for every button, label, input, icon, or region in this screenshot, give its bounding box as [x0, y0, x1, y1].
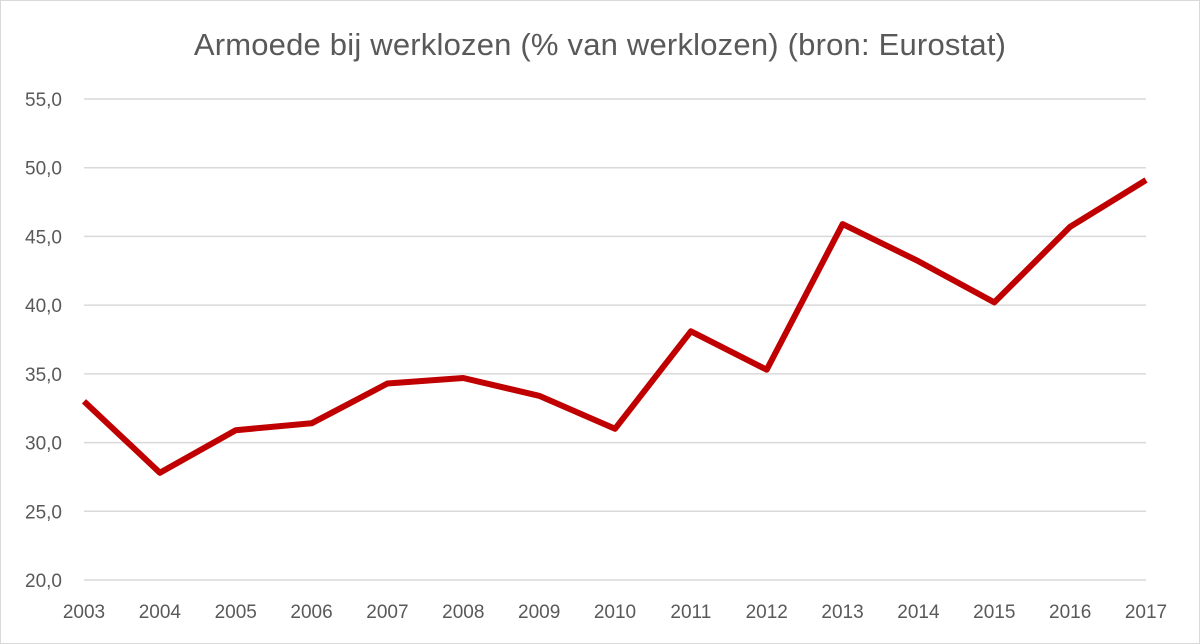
- data-point: [384, 380, 390, 386]
- data-point: [536, 393, 542, 399]
- data-point: [1143, 177, 1149, 183]
- x-tick-label: 2007: [366, 602, 408, 623]
- y-tick-label: 40,0: [25, 296, 62, 317]
- data-point: [612, 426, 618, 432]
- chart-title: Armoede bij werklozen (% van werklozen) …: [193, 27, 1007, 62]
- data-point: [915, 258, 921, 264]
- y-tick-label: 35,0: [25, 365, 62, 386]
- data-point: [1067, 224, 1073, 230]
- y-tick-label: 50,0: [25, 159, 62, 180]
- series-line: [81, 177, 1148, 476]
- y-tick-label: 25,0: [25, 502, 62, 523]
- x-tick-label: 2013: [821, 602, 863, 623]
- x-tick-label: 2014: [897, 602, 940, 623]
- data-point: [764, 367, 770, 373]
- data-point: [157, 470, 163, 476]
- x-tick-label: 2015: [973, 602, 1015, 623]
- x-axis-tick-labels: 2003 2004 2005 2006 2007 2008 2009 2010 2011 2012…: [63, 602, 1167, 623]
- y-tick-label: 45,0: [25, 227, 62, 248]
- x-tick-label: 2004: [139, 602, 182, 623]
- y-tick-label: 20,0: [25, 571, 62, 592]
- y-tick-label: 55,0: [25, 90, 62, 111]
- data-point: [460, 375, 466, 381]
- x-tick-label: 2003: [63, 602, 105, 623]
- data-series: [81, 177, 1149, 476]
- data-point: [688, 328, 694, 334]
- data-point: [233, 427, 239, 433]
- y-axis-tick-labels: 20,0 25,0 30,0 35,0 40,0 45,0 50,0 55,0: [25, 90, 62, 592]
- data-point: [991, 299, 997, 305]
- x-tick-label: 2010: [594, 602, 636, 623]
- x-tick-label: 2017: [1125, 602, 1167, 623]
- x-tick-label: 2011: [670, 602, 711, 623]
- x-tick-label: 2016: [1049, 602, 1091, 623]
- x-tick-label: 2009: [518, 602, 560, 623]
- gridlines: [84, 98, 1146, 581]
- x-tick-label: 2012: [746, 602, 788, 623]
- x-tick-label: 2005: [215, 602, 257, 623]
- data-point: [81, 398, 87, 404]
- data-point: [840, 221, 846, 227]
- x-tick-label: 2006: [290, 602, 332, 623]
- y-tick-label: 30,0: [25, 434, 62, 455]
- data-point: [309, 420, 315, 426]
- x-tick-label: 2008: [442, 602, 484, 623]
